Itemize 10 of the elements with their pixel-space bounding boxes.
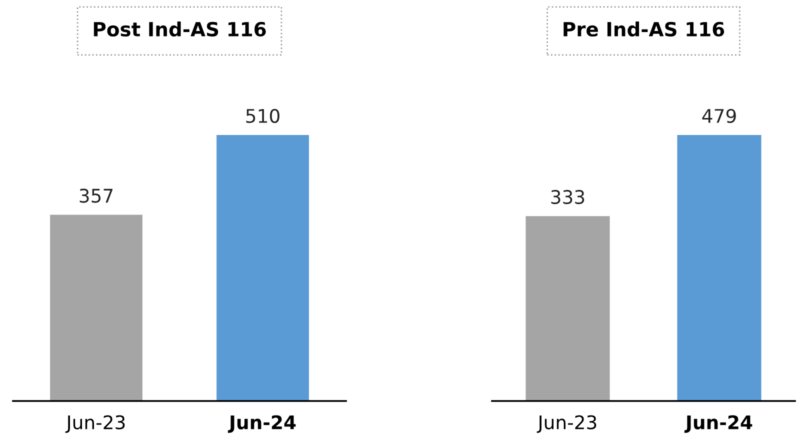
x-tick-label: Jun-23	[65, 415, 125, 433]
data-label: 479	[702, 108, 736, 124]
chart-title: Pre Ind-AS 116	[564, 21, 724, 37]
chart-title: Post Ind-AS 116	[94, 21, 266, 37]
x-tick-label: Jun-24	[228, 415, 296, 433]
x-tick-label: Jun-23	[536, 415, 596, 433]
data-label: 357	[80, 188, 113, 203]
data-label: 510	[246, 108, 280, 124]
data-label: 333	[551, 190, 584, 204]
x-tick-label: Jun-24	[684, 415, 752, 433]
